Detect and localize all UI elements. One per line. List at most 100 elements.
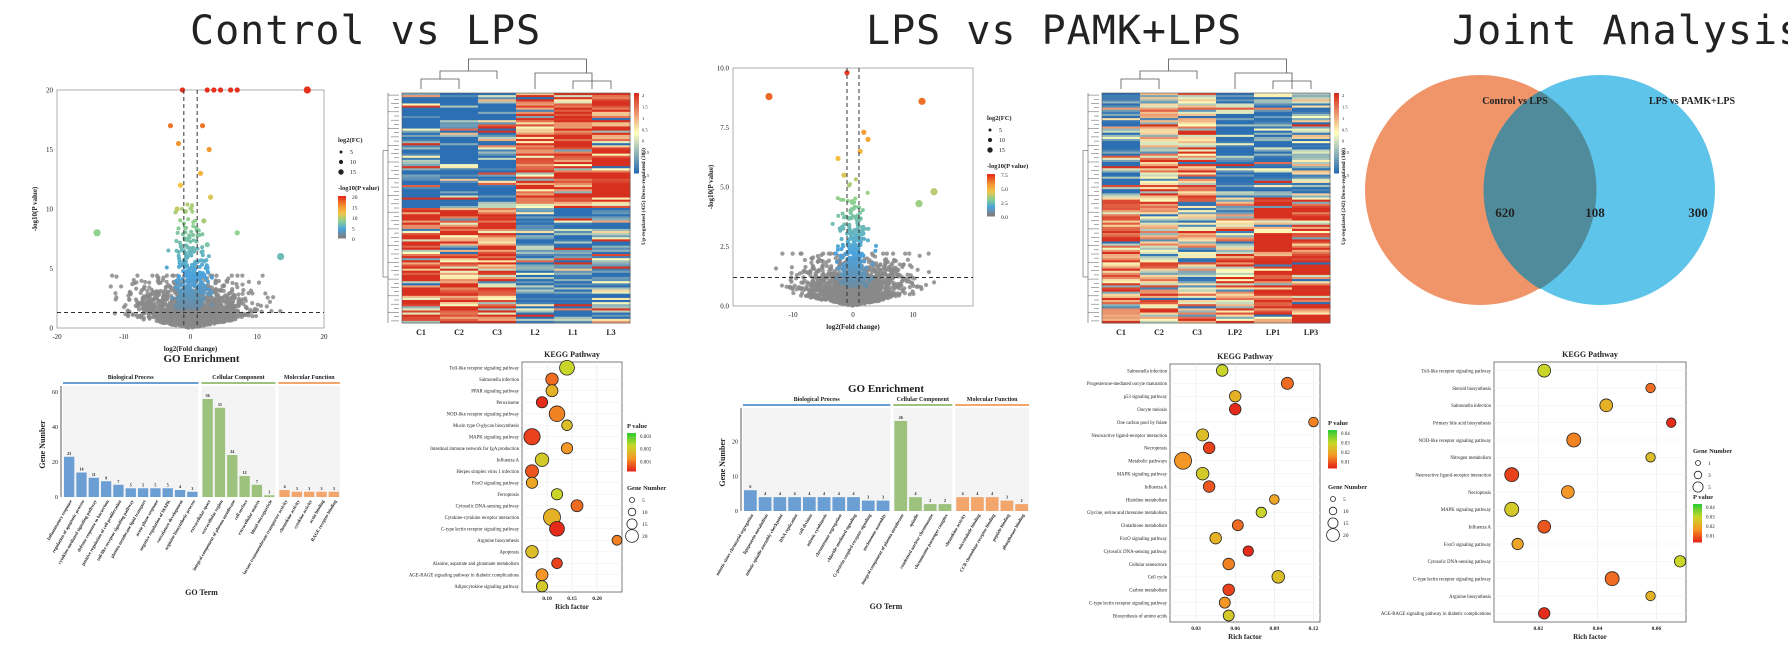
volcano-point bbox=[862, 236, 867, 241]
volcano-point bbox=[166, 248, 171, 253]
group-bracket bbox=[278, 382, 340, 384]
volcano-point bbox=[181, 262, 186, 267]
y-tick-label: 7.5 bbox=[720, 124, 729, 132]
volcano-point bbox=[160, 313, 165, 318]
bar-value-label: 51 bbox=[218, 402, 222, 407]
volcano-point bbox=[147, 285, 152, 290]
volcano-point bbox=[207, 317, 212, 322]
volcano-point bbox=[184, 264, 189, 269]
volcano-point bbox=[853, 269, 858, 274]
volcano-point bbox=[893, 258, 899, 264]
color-legend-title: -log10(P value) bbox=[338, 185, 379, 192]
volcano-point bbox=[245, 312, 250, 318]
bar-value-label: 7 bbox=[256, 479, 258, 484]
volcano-point bbox=[830, 298, 835, 304]
volcano-point bbox=[825, 283, 831, 288]
volcano-point bbox=[918, 285, 924, 290]
size-legend-circle bbox=[625, 529, 639, 543]
size-legend-dot bbox=[338, 169, 344, 175]
volcano-point bbox=[229, 273, 234, 278]
volcano-point bbox=[170, 296, 175, 301]
column-dendrogram bbox=[420, 78, 460, 89]
pathway-bubble bbox=[535, 396, 549, 409]
size-legend-label: 15 bbox=[999, 148, 1005, 154]
volcano-point bbox=[140, 299, 145, 304]
volcano-point bbox=[206, 254, 211, 259]
volcano-point bbox=[790, 251, 795, 256]
bar-value-label: 24 bbox=[230, 449, 234, 454]
volcano-point bbox=[826, 279, 831, 284]
volcano-point bbox=[800, 270, 805, 275]
volcano-point bbox=[875, 264, 881, 269]
volcano-point bbox=[226, 276, 231, 281]
volcano-point bbox=[197, 265, 202, 270]
volcano-point bbox=[113, 291, 118, 296]
volcano-point bbox=[874, 243, 879, 248]
column-label: C3 bbox=[492, 328, 502, 337]
volcano-point bbox=[256, 280, 262, 285]
volcano-point bbox=[131, 312, 136, 317]
volcano-point bbox=[184, 301, 189, 306]
volcano-point bbox=[836, 213, 841, 218]
volcano-point bbox=[259, 309, 264, 314]
volcano-point bbox=[931, 280, 937, 285]
volcano-point bbox=[263, 291, 268, 296]
volcano-point bbox=[147, 280, 152, 285]
volcano-point bbox=[835, 247, 840, 252]
pathway-label: Cytokine-cytokine receptor interaction bbox=[445, 516, 520, 521]
go-bar bbox=[162, 488, 173, 497]
volcano-point bbox=[902, 291, 907, 296]
volcano-point bbox=[909, 264, 914, 270]
volcano-point bbox=[829, 267, 834, 272]
volcano-point bbox=[896, 293, 902, 298]
go-title: GO Enrichment bbox=[163, 353, 239, 365]
volcano-point bbox=[897, 286, 902, 291]
pathway-label: Cytosolic DNA-sensing pathway bbox=[456, 505, 520, 510]
group-bracket bbox=[201, 382, 276, 384]
volcano-point bbox=[141, 317, 146, 322]
pathway-bubble bbox=[535, 568, 549, 582]
volcano-point bbox=[833, 294, 838, 299]
volcano-point bbox=[123, 303, 128, 308]
pathway-bubble bbox=[561, 419, 573, 431]
volcano-point bbox=[189, 295, 194, 300]
volcano-point bbox=[211, 314, 217, 319]
volcano-point bbox=[882, 280, 887, 285]
volcano-point bbox=[829, 273, 835, 278]
volcano-point bbox=[146, 306, 152, 311]
y-tick-label: 60 bbox=[52, 390, 58, 396]
volcano-point bbox=[139, 278, 144, 283]
volcano-point bbox=[917, 253, 922, 258]
pathway-label: Apoptosis bbox=[500, 551, 520, 556]
bar-value-label: 7 bbox=[117, 479, 119, 484]
volcano-point bbox=[250, 301, 255, 306]
y-tick-label: 2.5 bbox=[720, 243, 729, 251]
volcano-point bbox=[208, 320, 213, 325]
volcano-point bbox=[851, 231, 856, 236]
size-legend-label: 10 bbox=[642, 510, 648, 516]
pathway-bubble bbox=[551, 557, 563, 569]
x-tick-label: 0 bbox=[189, 333, 193, 341]
volcano-point bbox=[213, 290, 218, 295]
volcano-point bbox=[190, 282, 195, 287]
go-bar bbox=[125, 488, 136, 497]
pathway-label: Arginine biosynthesis bbox=[477, 539, 519, 544]
volcano-point bbox=[850, 213, 855, 218]
size-legend-title: Gene Number bbox=[627, 485, 666, 492]
pathway-bubble bbox=[560, 442, 574, 455]
volcano-point bbox=[146, 309, 151, 314]
volcano-point bbox=[860, 230, 865, 235]
volcano-point bbox=[143, 279, 148, 285]
size-legend-circle bbox=[627, 507, 637, 517]
volcano-point bbox=[151, 297, 156, 302]
y-tick-label: 20 bbox=[52, 460, 58, 466]
x-axis-label: log2(Fold change) bbox=[164, 345, 218, 353]
volcano-point bbox=[260, 273, 265, 278]
y-tick-label: 0 bbox=[55, 495, 58, 501]
volcano-point bbox=[130, 282, 135, 287]
volcano-point bbox=[157, 302, 162, 307]
volcano-point bbox=[191, 224, 196, 229]
volcano-point bbox=[835, 244, 840, 249]
volcano-point bbox=[207, 298, 212, 303]
